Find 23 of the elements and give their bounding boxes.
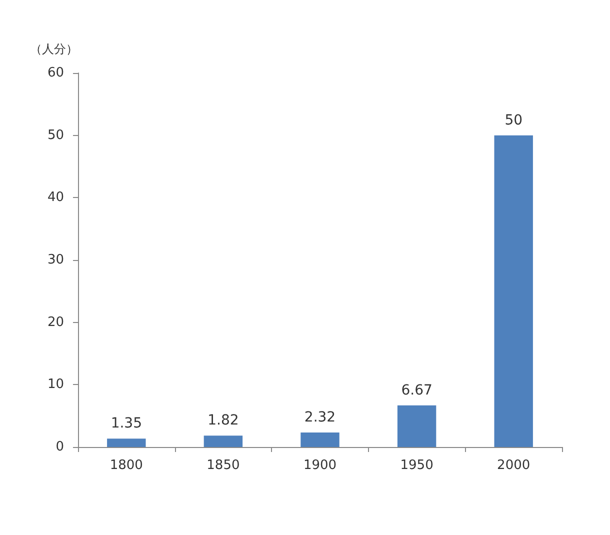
data-label: 6.67 [401,382,432,398]
y-axis-title: （人分） [30,42,78,56]
bar [300,432,340,447]
y-tick-label: 30 [47,252,64,268]
y-tick-label: 50 [47,128,64,143]
bar [107,438,146,447]
x-tick-label: 1900 [303,458,337,473]
bar [204,436,243,447]
y-tick-label: 10 [47,377,64,392]
y-tick-label: 60 [47,66,64,80]
x-tick-label: 1850 [206,458,240,473]
bar [494,135,533,447]
y-tick-label: 20 [47,314,64,330]
data-label: 50 [504,112,523,128]
data-label: 1.82 [208,412,239,429]
data-label: 1.35 [110,416,142,432]
y-tick-label: 40 [47,190,64,206]
bar [397,405,436,447]
x-tick-label: 2000 [497,458,530,473]
data-label: 2.32 [304,410,336,426]
y-tick-label: 0 [56,440,64,454]
x-tick-label: 1800 [110,458,143,473]
x-tick-label: 1950 [400,458,434,473]
